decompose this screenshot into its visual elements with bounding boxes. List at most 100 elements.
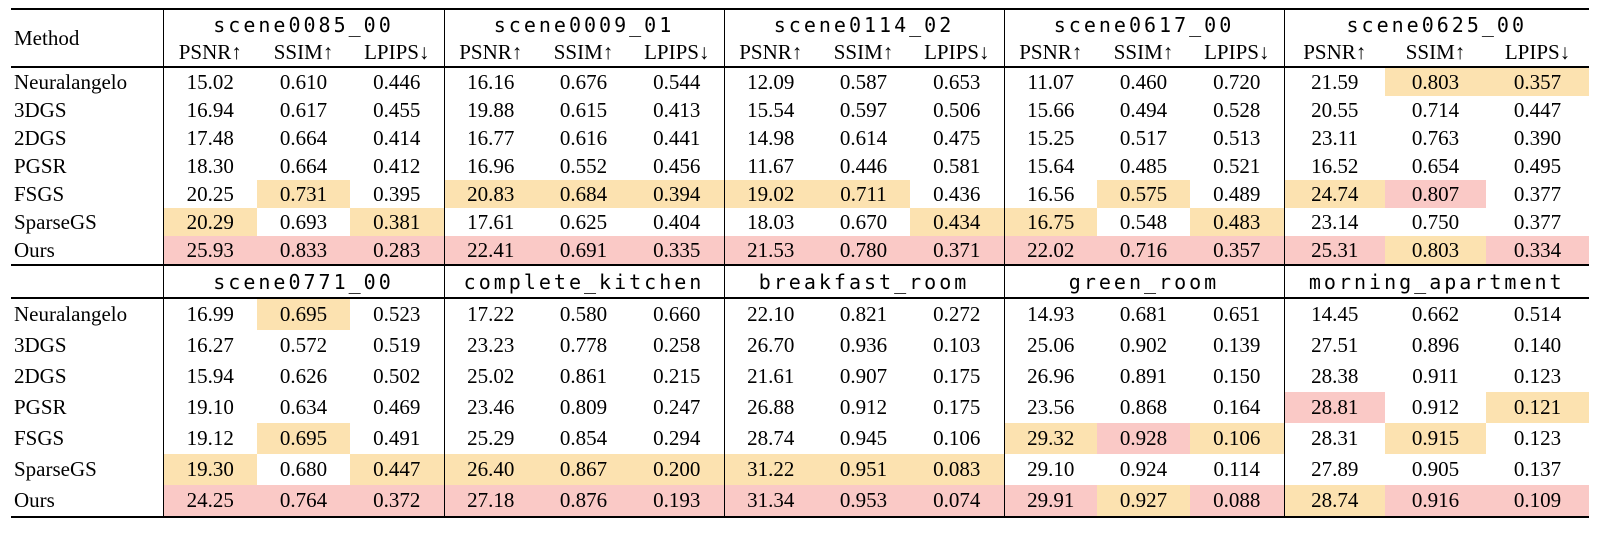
value-cell: 0.447 [1513, 97, 1562, 122]
table-row: 2DGS 15.94 0.626 0.502 25.02 0.861 0.215 21.61 0… [11, 361, 1589, 392]
value-cell: 0.691 [537, 236, 630, 266]
value-cell: 0.927 [1097, 485, 1190, 518]
value-cell: 0.441 [653, 125, 701, 150]
value-cell: 31.22 [723, 454, 817, 485]
value-cell: 23.56 [1003, 392, 1097, 423]
value-cell: 0.140 [1513, 333, 1562, 357]
method-name-cell: FSGS [14, 426, 65, 450]
value-cell: 0.283 [350, 236, 444, 266]
metric-header-cell: SSIM↑ [817, 39, 910, 68]
value-cell: 0.548 [1119, 209, 1168, 234]
value-cell: 11.07 [1003, 67, 1097, 96]
value-cell: 0.272 [933, 302, 981, 326]
table-row: Neuralangelo 16.99 0.695 0.523 17.22 0.580 0.6… [11, 298, 1589, 330]
value-cell: 21.61 [723, 361, 817, 392]
value-cell: 24.74 [1283, 180, 1385, 208]
value-cell: 0.381 [350, 208, 444, 236]
value-cell: 16.56 [1003, 180, 1097, 208]
value-cell: 0.615 [559, 97, 608, 122]
value-cell: 24.25 [162, 485, 257, 518]
value-cell: 17.22 [443, 298, 537, 330]
value-cell: 0.803 [1385, 67, 1486, 96]
scene-header-cell: green_room [1003, 265, 1284, 299]
value-cell: 0.821 [839, 302, 888, 326]
value-cell: 0.489 [1213, 181, 1261, 206]
table-row: 3DGS 16.27 0.572 0.519 23.23 0.778 0.258 26.70 0… [11, 330, 1589, 361]
method-name-cell: Ours [11, 485, 163, 518]
value-cell: 0.587 [839, 69, 888, 94]
value-cell: 0.803 [1385, 236, 1486, 266]
scene-header-cell: scene0625_00 [1283, 9, 1589, 39]
value-cell: 29.10 [1003, 454, 1097, 485]
value-cell: 22.41 [443, 236, 537, 266]
value-cell: 0.664 [279, 125, 328, 150]
value-cell: 0.680 [279, 457, 328, 481]
value-cell: 0.074 [910, 485, 1004, 518]
value-cell: 28.31 [1283, 423, 1385, 454]
value-cell: 0.653 [933, 69, 981, 94]
value-cell: 15.25 [1003, 124, 1097, 152]
value-cell: 19.12 [162, 423, 257, 454]
value-cell: 0.377 [1513, 209, 1562, 234]
value-cell: 22.10 [723, 298, 817, 330]
value-cell: 0.114 [1213, 457, 1260, 481]
table-row: SparseGS 19.30 0.680 0.447 26.40 0.867 0.200 31… [11, 454, 1589, 485]
table-body: Method scene0085_00 scene0009_01 scene0114_… [11, 9, 1589, 518]
value-cell: 14.93 [1003, 298, 1097, 330]
value-cell: 14.98 [723, 124, 817, 152]
value-cell: 0.502 [373, 364, 421, 388]
metric-header-cell: LPIPS↓ [630, 39, 724, 68]
value-cell: 0.175 [933, 395, 981, 419]
value-cell: 0.469 [373, 395, 421, 419]
method-name-cell: PGSR [14, 153, 67, 178]
value-cell: 0.614 [839, 125, 888, 150]
value-cell: 0.907 [839, 364, 888, 388]
metric-header-cell: SSIM↑ [257, 39, 350, 68]
value-cell: 0.258 [653, 333, 701, 357]
value-cell: 0.404 [653, 209, 701, 234]
method-name-cell: 2DGS [14, 364, 67, 388]
value-cell: 0.714 [1411, 97, 1460, 122]
value-cell: 0.137 [1513, 457, 1562, 481]
value-cell: 0.936 [839, 333, 888, 357]
metric-header-cell: PSNR↑ [1003, 39, 1097, 68]
value-cell: 0.394 [630, 180, 724, 208]
value-cell: 0.123 [1513, 364, 1562, 388]
method-name-cell: Neuralangelo [14, 69, 128, 94]
value-cell: 0.523 [373, 302, 421, 326]
value-cell: 20.55 [1283, 96, 1385, 124]
value-cell: 0.764 [257, 485, 350, 518]
value-cell: 0.809 [559, 395, 608, 419]
value-cell: 0.580 [559, 302, 608, 326]
value-cell: 11.67 [723, 152, 817, 180]
value-cell: 0.357 [1190, 236, 1284, 266]
value-cell: 12.09 [723, 67, 817, 96]
value-cell: 0.912 [839, 395, 888, 419]
value-cell: 0.123 [1513, 426, 1562, 450]
value-cell: 0.164 [1213, 395, 1261, 419]
value-cell: 0.247 [653, 395, 701, 419]
value-cell: 0.175 [933, 364, 981, 388]
value-cell: 25.93 [162, 236, 257, 266]
value-cell: 0.200 [630, 454, 724, 485]
value-cell: 0.121 [1486, 392, 1589, 423]
scene-header-cell: scene0009_01 [443, 9, 724, 39]
value-cell: 28.81 [1283, 392, 1385, 423]
value-cell: 0.928 [1097, 423, 1190, 454]
scene-header-cell: scene0114_02 [723, 9, 1004, 39]
value-cell: 16.77 [443, 124, 537, 152]
value-cell: 0.861 [559, 364, 608, 388]
table-row: Neuralangelo 15.02 0.610 0.446 16.16 0.676 0.5… [11, 67, 1589, 96]
value-cell: 0.413 [653, 97, 701, 122]
value-cell: 0.720 [1213, 69, 1261, 94]
value-cell: 18.30 [162, 152, 257, 180]
value-cell: 0.626 [279, 364, 328, 388]
method-name-cell: 3DGS [14, 97, 67, 122]
value-cell: 0.951 [817, 454, 910, 485]
value-cell: 21.59 [1283, 67, 1385, 96]
value-cell: 29.32 [1003, 423, 1097, 454]
value-cell: 0.684 [537, 180, 630, 208]
value-cell: 0.446 [839, 153, 888, 178]
value-cell: 0.716 [1097, 236, 1190, 266]
section-header-row-scenes: scene0771_00 complete_kitchen breakfast_ro… [11, 265, 1589, 299]
